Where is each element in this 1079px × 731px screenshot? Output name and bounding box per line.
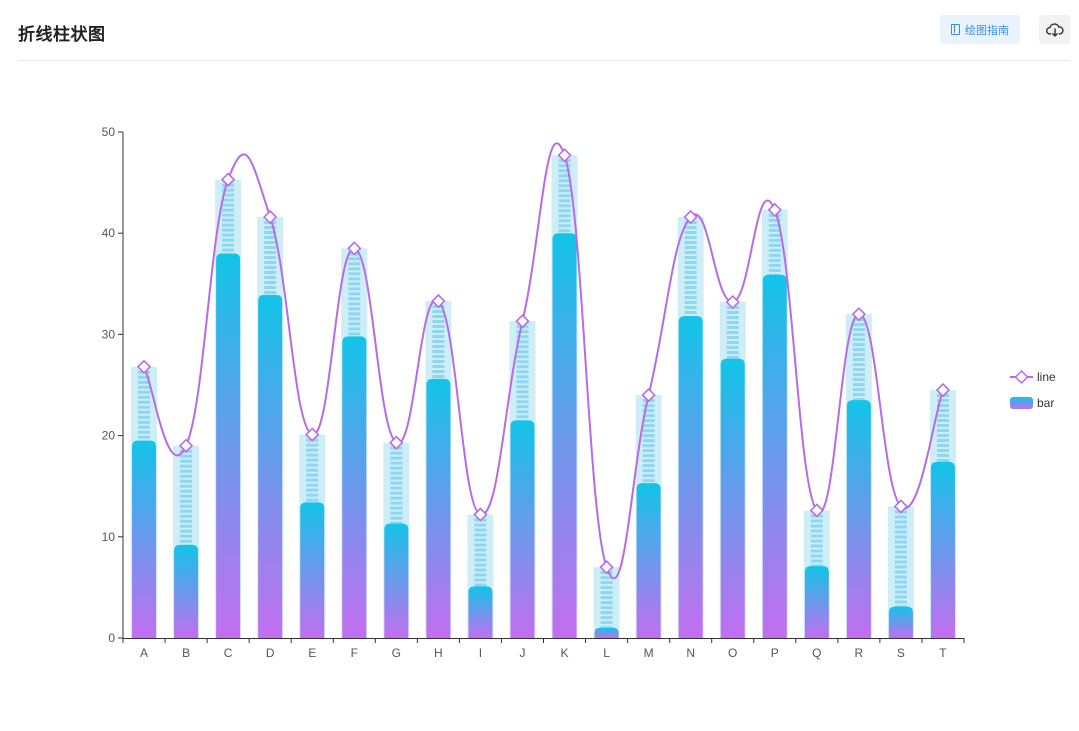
legend-line-marker xyxy=(1014,369,1029,385)
line-point-N[interactable] xyxy=(683,209,698,225)
line-point-B[interactable] xyxy=(178,438,194,453)
bar-P[interactable] xyxy=(762,274,787,638)
x-tick-label-Q: Q xyxy=(812,646,821,660)
line-point-O[interactable] xyxy=(725,294,740,310)
legend-bar-swatch[interactable] xyxy=(1010,397,1033,409)
line-point-I[interactable] xyxy=(473,507,488,522)
line-point-F[interactable] xyxy=(347,241,362,256)
bar-series xyxy=(132,233,955,638)
bar-H[interactable] xyxy=(426,378,451,638)
line-point-E[interactable] xyxy=(305,427,320,442)
bar-D[interactable] xyxy=(258,294,283,638)
bar-M[interactable] xyxy=(636,483,661,638)
legend-label-bar[interactable]: bar xyxy=(1037,396,1054,410)
x-tick-label-O: O xyxy=(728,646,737,660)
x-tick-label-G: G xyxy=(392,646,401,660)
bar-N[interactable] xyxy=(678,316,703,638)
x-tick-label-A: A xyxy=(140,646,148,660)
x-tick-label-E: E xyxy=(308,646,316,660)
cloud-download-icon xyxy=(1045,22,1064,37)
book-icon xyxy=(951,24,960,35)
drawing-guide-label: 绘图指南 xyxy=(965,24,1009,37)
x-tick-label-P: P xyxy=(771,646,779,660)
bar-backgrounds xyxy=(131,155,956,638)
line-point-H[interactable] xyxy=(431,293,446,309)
line-point-G[interactable] xyxy=(389,435,404,450)
line-point-D[interactable] xyxy=(263,209,278,225)
y-tick-label-50: 50 xyxy=(102,125,116,139)
y-tick-label-40: 40 xyxy=(102,226,116,240)
line-path xyxy=(143,142,944,579)
y-tick-label-20: 20 xyxy=(102,429,116,443)
bar-J[interactable] xyxy=(510,420,535,638)
axes: 0 10 20 30 40 50 A B C D E F G H I J K L M N O P Q R S T xyxy=(102,125,965,660)
line-point-T[interactable] xyxy=(935,382,951,398)
x-tick-label-L: L xyxy=(603,646,610,660)
line-series xyxy=(136,142,951,579)
download-button[interactable] xyxy=(1039,15,1070,44)
line-point-Q[interactable] xyxy=(809,503,824,518)
x-tick-label-C: C xyxy=(224,646,233,660)
bar-F[interactable] xyxy=(342,336,367,638)
x-tick-label-J: J xyxy=(519,646,525,660)
bar-B[interactable] xyxy=(174,544,199,638)
x-tick-label-R: R xyxy=(855,646,864,660)
line-point-M[interactable] xyxy=(641,387,656,403)
line-point-C[interactable] xyxy=(220,172,236,187)
page-title: 折线柱状图 xyxy=(18,25,106,44)
bar-O[interactable] xyxy=(720,358,745,638)
x-tick-label-I: I xyxy=(479,646,482,660)
line-point-R[interactable] xyxy=(851,307,867,322)
bar-T[interactable] xyxy=(930,461,955,638)
x-tick-label-S: S xyxy=(897,646,905,660)
x-tick-label-H: H xyxy=(434,646,443,660)
bar-K[interactable] xyxy=(552,233,577,638)
line-point-J[interactable] xyxy=(515,314,530,329)
bar-S[interactable] xyxy=(888,606,913,638)
line-point-S[interactable] xyxy=(893,499,909,514)
bar-Q[interactable] xyxy=(804,566,829,638)
x-tick-label-K: K xyxy=(561,646,569,660)
drawing-guide-button[interactable]: 绘图指南 xyxy=(940,15,1020,44)
bar-A[interactable] xyxy=(132,440,157,638)
x-tick-label-M: M xyxy=(644,646,654,660)
line-point-L[interactable] xyxy=(599,560,614,575)
bar-C[interactable] xyxy=(216,253,241,638)
x-tick-label-T: T xyxy=(939,646,947,660)
y-tick-label-0: 0 xyxy=(108,631,115,645)
bar-R[interactable] xyxy=(846,400,871,638)
bar-L[interactable] xyxy=(594,627,619,638)
line-point-A[interactable] xyxy=(136,359,152,374)
y-tick-label-10: 10 xyxy=(102,530,116,544)
legend: line bar xyxy=(1010,369,1056,410)
x-tick-label-B: B xyxy=(182,646,190,660)
page-header: 折线柱状图 绘图指南 xyxy=(18,0,1070,61)
line-point-K[interactable] xyxy=(557,148,572,163)
legend-label-line[interactable]: line xyxy=(1037,370,1056,384)
y-tick-label-30: 30 xyxy=(102,327,116,341)
x-tick-label-N: N xyxy=(686,646,695,660)
bar-I[interactable] xyxy=(468,586,493,638)
bar-G[interactable] xyxy=(384,523,409,638)
x-tick-label-D: D xyxy=(266,646,275,660)
bar-E[interactable] xyxy=(300,502,325,638)
x-tick-label-F: F xyxy=(351,646,358,660)
line-point-P[interactable] xyxy=(767,202,782,218)
